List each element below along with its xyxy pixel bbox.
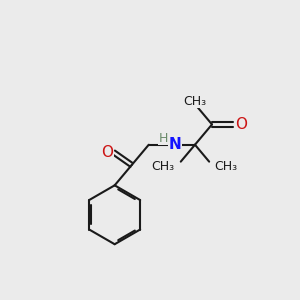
Text: N: N bbox=[169, 136, 182, 152]
Text: CH₃: CH₃ bbox=[214, 160, 238, 173]
Text: O: O bbox=[236, 117, 247, 132]
Text: O: O bbox=[101, 145, 113, 160]
Text: H: H bbox=[159, 132, 168, 145]
Text: CH₃: CH₃ bbox=[183, 94, 206, 107]
Text: CH₃: CH₃ bbox=[151, 160, 174, 173]
